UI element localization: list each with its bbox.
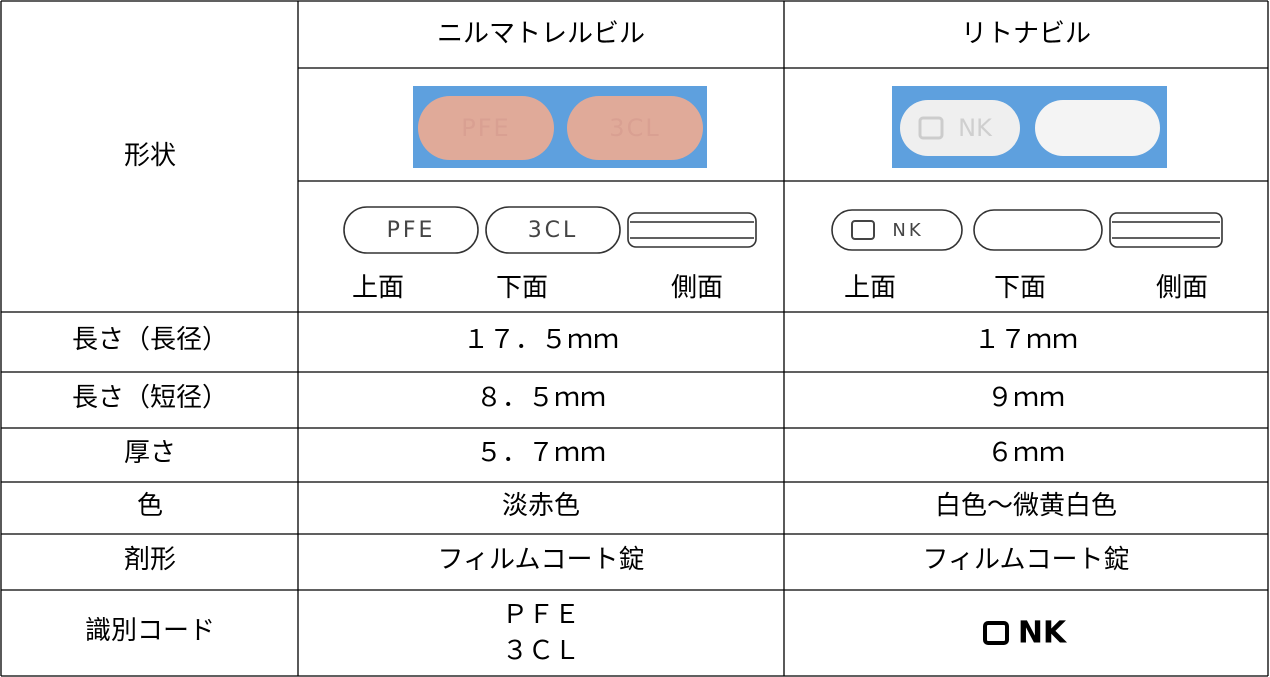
row-header: 長さ（短径） bbox=[72, 383, 228, 412]
view-label: 下面 bbox=[496, 273, 548, 302]
row-header: 形状 bbox=[124, 141, 176, 170]
column-header: リトナビル bbox=[961, 19, 1091, 48]
view-label: 側面 bbox=[671, 273, 723, 302]
pill-engraving: 3CL bbox=[609, 114, 660, 142]
view-label: 側面 bbox=[1156, 273, 1208, 302]
cell: ３ＣＬ bbox=[502, 636, 580, 665]
view-label: 上面 bbox=[844, 273, 896, 302]
pill-drawing: PFE 3CL bbox=[343, 206, 757, 254]
cell: ＰＦＥ bbox=[502, 600, 580, 629]
row-header: 厚さ bbox=[124, 438, 176, 467]
pill-mark: NK bbox=[892, 220, 923, 241]
cell: ８．５ｍｍ bbox=[476, 383, 606, 412]
cell: フィルムコート錠 bbox=[438, 545, 645, 574]
pill-engraving: NK bbox=[958, 114, 993, 142]
cell: フィルムコート錠 bbox=[923, 545, 1130, 574]
pill-drawing: NK bbox=[831, 209, 1223, 251]
logo bbox=[983, 621, 1009, 645]
row-header: 識別コード bbox=[85, 616, 215, 645]
cell: 淡赤色 bbox=[502, 491, 580, 520]
cell: 白色～微黄白色 bbox=[935, 491, 1117, 520]
cell: ５．７ｍｍ bbox=[476, 438, 606, 467]
cell: １７ｍｍ bbox=[974, 325, 1078, 354]
table-rows: 長さ（長径） １７．５ｍｍ １７ｍｍ 長さ（短径） ８．５ｍｍ ９ｍｍ 厚さ ５．７ｍｍ ６ｍｍ… bbox=[72, 325, 1129, 574]
pill-mark: 3CL bbox=[528, 218, 579, 243]
row-header: 剤形 bbox=[124, 545, 176, 574]
pill-photo: NK bbox=[892, 86, 1167, 168]
pill-engraving: PFE bbox=[461, 114, 510, 142]
row-header: 長さ（長径） bbox=[72, 325, 228, 354]
row-header: 色 bbox=[137, 491, 163, 520]
pill-mark: PFE bbox=[387, 218, 436, 243]
cell: ６ｍｍ bbox=[987, 438, 1065, 467]
view-label: 上面 bbox=[352, 273, 404, 302]
view-label: 下面 bbox=[994, 273, 1046, 302]
pill-photo: PFE 3CL bbox=[413, 86, 707, 168]
cell: ９ｍｍ bbox=[987, 383, 1065, 412]
cell: NK bbox=[1018, 616, 1068, 651]
cell: １７．５ｍｍ bbox=[463, 325, 619, 354]
column-header: ニルマトレルビル bbox=[437, 19, 645, 48]
